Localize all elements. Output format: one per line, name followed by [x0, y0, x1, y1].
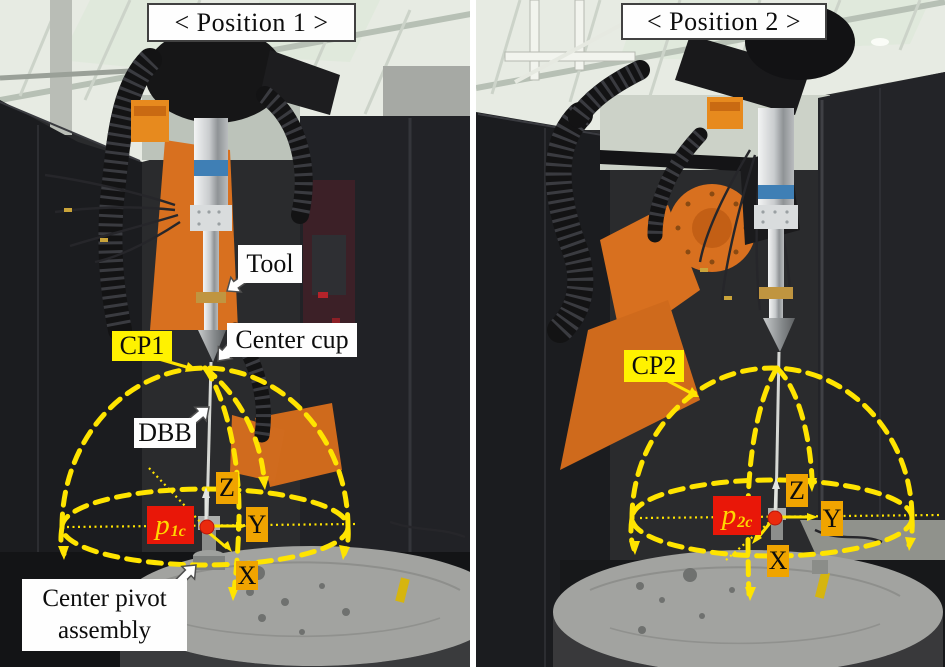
cp1-label: CP1 — [112, 331, 172, 361]
photo-position-2 — [476, 0, 945, 667]
panel2-title: < Position 2 > — [621, 3, 827, 40]
center-cup-label: Center cup — [227, 323, 357, 357]
coordinate-frame-1 — [199, 487, 247, 552]
center-pivot-line2: assembly — [57, 617, 152, 644]
pivot-point-label-2: p 2c — [713, 496, 761, 535]
cp2-label: CP2 — [624, 350, 684, 382]
point-subscript: 2c — [737, 513, 753, 531]
z-axis-arrowhead — [772, 478, 780, 489]
pivot-point-dot-1 — [199, 519, 215, 535]
x-axis-arrowhead — [222, 541, 232, 552]
center-cup-cone-left — [198, 330, 226, 362]
dome-arrowhead — [745, 587, 756, 601]
x-axis-label-2: X — [767, 545, 789, 577]
cp2-arrow — [667, 379, 699, 397]
z-axis-arrowhead — [202, 487, 210, 498]
center-pivot-line1: Center pivot — [42, 584, 167, 612]
y-axis-arrowhead — [236, 522, 247, 530]
point-symbol: p — [155, 508, 170, 541]
dome-overlay-position-2 — [628, 365, 942, 601]
sensor-box-right — [707, 97, 743, 129]
dbb-label: DBB — [134, 418, 196, 448]
floor-table-right — [553, 520, 945, 667]
panel1-title: < Position 1 > — [147, 3, 356, 42]
photo-divider — [470, 0, 476, 667]
dome-arrowhead — [806, 478, 817, 492]
point-symbol: p — [721, 499, 737, 531]
y-axis-label-2: Y — [821, 501, 843, 536]
dome-arrowhead — [629, 541, 640, 555]
dome-arrowhead — [58, 546, 69, 560]
pivot-point-dot-2 — [767, 510, 783, 526]
center-pivot-assembly-label: Center pivot assembly — [22, 579, 187, 651]
dome-arrowhead — [339, 545, 350, 560]
pivot-point-label-1: p 1c — [147, 506, 194, 544]
robot-position-2 — [545, 4, 855, 540]
table-clamp-right — [812, 560, 830, 599]
dome-arrowhead — [258, 476, 269, 490]
z-axis-label-2: Z — [786, 474, 808, 507]
spindle-tool-left — [190, 118, 232, 362]
sensor-box-left — [131, 100, 169, 142]
robot-position-1 — [44, 27, 342, 570]
dome-arrowhead — [228, 587, 239, 601]
tool-label: Tool — [238, 245, 302, 283]
center-cup-cone-right — [763, 318, 795, 352]
x-axis-label-1: X — [236, 560, 258, 590]
z-axis-label-1: Z — [216, 472, 238, 504]
coordinate-frame-2 — [752, 478, 818, 544]
table-clamp-left — [395, 577, 410, 603]
x-axis-arrowhead — [752, 533, 762, 544]
point-subscript: 1c — [170, 523, 186, 540]
y-axis-label-1: Y — [246, 507, 268, 542]
y-axis-arrowhead — [807, 513, 818, 521]
dome-arrowhead — [905, 537, 916, 551]
spindle-tool-right — [754, 108, 798, 352]
